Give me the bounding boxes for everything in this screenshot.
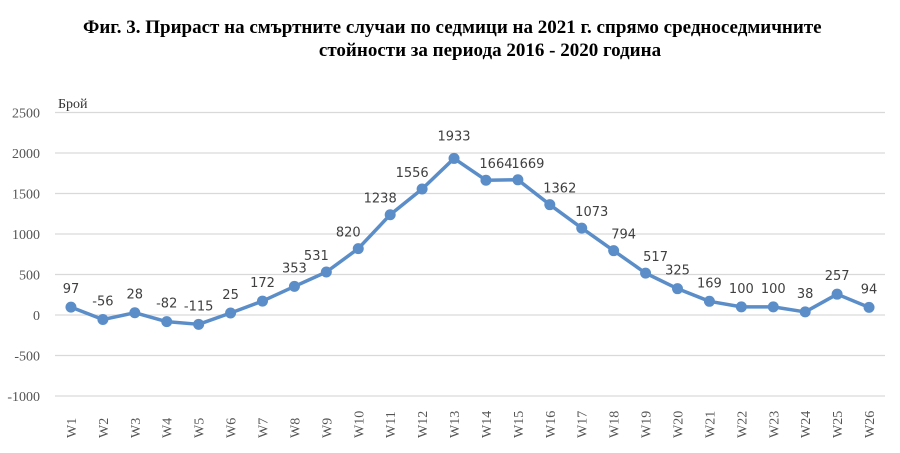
data-point — [448, 152, 460, 164]
data-label: 257 — [825, 269, 850, 284]
data-point — [257, 295, 268, 307]
data-label: 1073 — [575, 205, 608, 220]
x-tick-label: W18 — [608, 411, 623, 438]
x-tick-label: W5 — [193, 418, 208, 438]
data-point — [288, 280, 300, 292]
chart-title-line1: Фиг. 3. Прираст на смъртните случаи по с… — [83, 17, 822, 38]
data-point — [225, 307, 237, 319]
data-label: 1238 — [364, 192, 397, 207]
data-label: 38 — [797, 287, 814, 302]
data-point — [416, 183, 428, 195]
data-label: 517 — [643, 250, 668, 265]
data-label: 820 — [336, 226, 361, 241]
data-point — [193, 318, 205, 330]
x-tick-label: W21 — [703, 411, 718, 438]
x-tick-label: W10 — [352, 411, 367, 438]
y-tick-label: -1000 — [7, 390, 40, 405]
data-point — [129, 307, 141, 319]
y-tick-label: 500 — [19, 269, 40, 284]
x-tick-label: W19 — [640, 411, 655, 438]
data-label: 353 — [282, 261, 307, 276]
data-label: 97 — [63, 282, 80, 297]
data-point — [384, 209, 396, 221]
y-tick-label: 0 — [33, 309, 40, 324]
x-tick-label: W14 — [480, 411, 495, 438]
data-point — [65, 301, 77, 313]
x-tick-label: W25 — [831, 411, 846, 438]
x-tick-label: W2 — [97, 418, 112, 438]
x-tick-label: W26 — [863, 411, 878, 438]
data-point — [97, 314, 109, 326]
x-tick-label: W8 — [288, 418, 303, 438]
x-tick-label: W22 — [735, 411, 750, 438]
y-tick-label: 2500 — [12, 107, 40, 122]
x-tick-label: W12 — [416, 411, 431, 438]
data-label: -56 — [92, 295, 113, 310]
data-label: 28 — [127, 288, 144, 303]
x-tick-label: W13 — [448, 411, 463, 438]
data-label: 169 — [697, 276, 722, 291]
data-point — [161, 316, 173, 328]
data-label: 94 — [861, 282, 878, 297]
data-label: 794 — [611, 228, 636, 243]
data-point — [480, 174, 492, 186]
data-label: 100 — [729, 282, 754, 297]
data-point — [576, 222, 588, 234]
data-label: 100 — [761, 282, 786, 297]
data-point — [640, 267, 652, 279]
data-point — [767, 301, 779, 313]
data-label: 1669 — [511, 157, 544, 172]
chart-title-line2: стойности за периода 2016 - 2020 година — [318, 40, 662, 61]
data-point — [831, 288, 843, 300]
data-point — [863, 301, 875, 313]
x-tick-label: W17 — [576, 411, 591, 438]
data-label: 1664 — [479, 157, 512, 172]
data-point — [512, 174, 524, 186]
data-point — [703, 295, 715, 307]
x-tick-label: W1 — [65, 418, 80, 438]
data-label: -82 — [156, 297, 177, 312]
x-tick-label: W7 — [257, 418, 272, 438]
x-tick-label: W20 — [672, 411, 687, 438]
x-tick-label: W6 — [225, 418, 240, 438]
data-point — [544, 199, 556, 211]
data-point — [735, 301, 747, 313]
data-label: 1556 — [396, 166, 429, 181]
x-tick-label: W15 — [512, 411, 527, 438]
x-tick-label: W24 — [799, 411, 814, 438]
data-point — [352, 243, 364, 255]
data-label: 531 — [304, 249, 329, 264]
x-tick-label: W4 — [161, 418, 176, 438]
y-tick-label: 1500 — [12, 188, 40, 203]
y-axis-label: Брой — [58, 97, 88, 112]
x-tick-label: W3 — [129, 418, 144, 438]
data-label: 325 — [665, 264, 690, 279]
data-label: 1933 — [437, 129, 470, 144]
data-label: 172 — [250, 276, 275, 291]
x-tick-label: W23 — [767, 411, 782, 438]
x-tick-label: W9 — [320, 418, 335, 438]
data-point — [608, 245, 620, 257]
y-tick-label: 1000 — [12, 228, 40, 243]
data-label: -115 — [184, 299, 214, 314]
data-point — [320, 266, 332, 278]
data-label: 1362 — [543, 182, 576, 197]
data-point — [799, 306, 811, 318]
x-tick-label: W11 — [384, 411, 399, 438]
y-tick-label: -500 — [14, 350, 40, 365]
x-tick-label: W16 — [544, 411, 559, 438]
data-point — [672, 283, 683, 295]
data-label: 25 — [222, 288, 239, 303]
y-tick-label: 2000 — [12, 147, 40, 162]
